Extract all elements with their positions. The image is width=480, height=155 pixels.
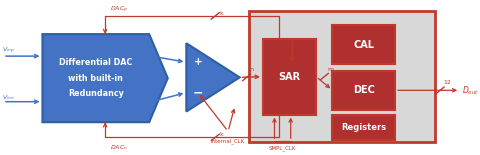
FancyBboxPatch shape: [333, 115, 395, 140]
Text: −: −: [192, 86, 203, 99]
Text: Internal_CLK: Internal_CLK: [211, 138, 245, 144]
Text: k: k: [219, 11, 223, 16]
FancyBboxPatch shape: [263, 39, 316, 115]
Text: SMPL_CLK: SMPL_CLK: [269, 146, 296, 151]
Text: n: n: [249, 67, 253, 72]
Text: Registers: Registers: [341, 123, 386, 132]
Text: Differential DAC: Differential DAC: [59, 58, 132, 67]
Text: m: m: [328, 66, 334, 72]
Text: $V_{inp}$: $V_{inp}$: [2, 46, 15, 56]
FancyBboxPatch shape: [249, 11, 434, 142]
Text: SAR: SAR: [278, 72, 300, 82]
Text: with built-in: with built-in: [68, 74, 123, 83]
Text: DEC: DEC: [353, 85, 375, 95]
Polygon shape: [186, 43, 240, 112]
Polygon shape: [42, 34, 168, 122]
Text: Redundancy: Redundancy: [68, 89, 124, 98]
Text: +: +: [193, 57, 202, 67]
Text: $V_{inn}$: $V_{inn}$: [2, 93, 15, 102]
FancyBboxPatch shape: [333, 71, 395, 110]
Text: $D_{out}$: $D_{out}$: [462, 84, 479, 97]
Text: k: k: [219, 132, 223, 137]
Text: 12: 12: [443, 80, 451, 85]
Text: $DAC_n$: $DAC_n$: [110, 144, 128, 152]
Text: CAL: CAL: [353, 40, 374, 50]
FancyBboxPatch shape: [333, 25, 395, 64]
Text: $DAC_p$: $DAC_p$: [110, 5, 128, 15]
